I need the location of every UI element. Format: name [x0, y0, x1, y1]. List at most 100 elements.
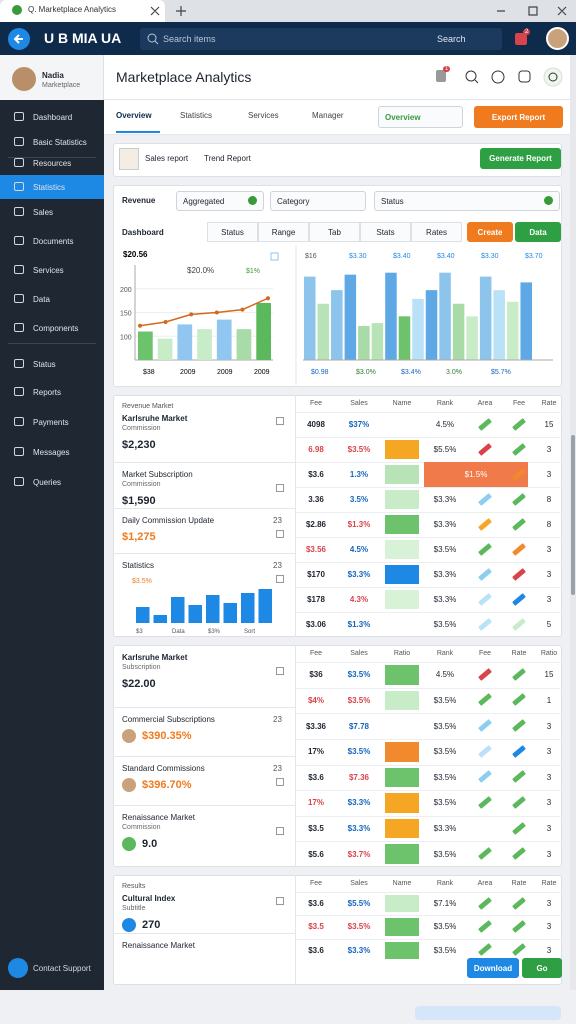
table-cell: 4.3%	[349, 595, 369, 604]
status-block	[385, 590, 419, 609]
browser-controls	[150, 6, 567, 16]
nav-item[interactable]: Services	[33, 265, 64, 275]
nav-item[interactable]: Dashboard	[33, 112, 73, 122]
table-cell: $3.7%	[347, 849, 371, 859]
tab[interactable]: Overview	[116, 111, 152, 120]
create-button[interactable]: Create	[467, 222, 513, 242]
nav-item[interactable]: Components	[33, 323, 79, 333]
card-value: $2,230	[122, 439, 156, 451]
checkbox[interactable]	[276, 530, 284, 538]
table-cell: $3.5%	[433, 545, 457, 554]
search-box[interactable]	[140, 28, 502, 50]
card-subtitle: Commission	[122, 481, 161, 488]
tab[interactable]: Services	[248, 111, 279, 120]
checkbox[interactable]	[276, 667, 284, 675]
panel-tab[interactable]: Tab	[309, 222, 360, 242]
checkbox[interactable]	[276, 827, 284, 835]
notification-icon[interactable]	[515, 33, 527, 45]
checkbox[interactable]	[276, 417, 284, 425]
back-icon	[13, 34, 23, 44]
panel-tab[interactable]: Rates	[411, 222, 462, 242]
table-cell: 5	[546, 620, 552, 629]
data-button[interactable]: Data	[515, 222, 561, 242]
status-block	[385, 793, 419, 813]
status-block	[385, 565, 419, 584]
bar	[236, 329, 252, 360]
table-cell: $170	[307, 570, 325, 579]
panel-tab[interactable]: Status	[207, 222, 258, 242]
table-cell: $178	[307, 595, 325, 604]
checkbox[interactable]	[276, 484, 284, 492]
scroll-thumb[interactable]	[571, 435, 575, 595]
filter-select[interactable]: Status	[374, 191, 560, 211]
table-cell: $3.5%	[347, 695, 371, 705]
panel-tab[interactable]: Stats	[360, 222, 411, 242]
nav-item[interactable]: Messages	[33, 447, 70, 457]
status-block	[385, 440, 419, 459]
bell-icon[interactable]	[436, 70, 446, 82]
table-cell: $1.3%	[347, 620, 371, 629]
section-divider	[295, 875, 296, 985]
nav-item[interactable]: Statistics	[33, 182, 66, 192]
bar	[258, 589, 272, 623]
table-cell: $3.5%	[433, 747, 457, 757]
nav-icon	[14, 477, 24, 486]
filter-select[interactable]: Category	[270, 191, 366, 211]
checkbox[interactable]	[276, 778, 284, 786]
view-select[interactable]: Overview	[378, 106, 463, 128]
nav-item[interactable]: Basic Statistics	[33, 137, 87, 147]
nav-item[interactable]: Queries	[33, 477, 62, 487]
table-cell: $3.3%	[347, 570, 371, 579]
panel-tab[interactable]: Range	[258, 222, 309, 242]
table-cell: 4098	[307, 420, 325, 429]
nav-icon	[14, 112, 24, 121]
nav-item[interactable]: Reports	[33, 387, 62, 397]
table-cell: 3	[546, 570, 552, 579]
table-cell: 3	[546, 545, 552, 554]
nav-item[interactable]: Payments	[33, 417, 69, 427]
table-cell: $3.3%	[433, 595, 457, 604]
action-button[interactable]: Go	[522, 958, 562, 978]
table-cell: $7.78	[348, 721, 370, 731]
tab[interactable]: Manager	[312, 111, 344, 120]
status-block	[385, 844, 419, 864]
action-button[interactable]: Download	[467, 958, 519, 978]
x-tick-label: Sort	[244, 629, 255, 635]
sidebar-footer[interactable]: Contact Support	[33, 964, 91, 973]
export-button[interactable]: Export Report	[474, 106, 563, 128]
table-cell: $36	[309, 670, 323, 680]
nav-item[interactable]: Status	[33, 359, 56, 369]
tab[interactable]: Statistics	[180, 111, 213, 120]
table-cell: $3.5%	[433, 695, 457, 705]
table-header: Rank	[436, 400, 454, 407]
y-tick-label: 150	[120, 311, 132, 318]
nav-item[interactable]: Resources	[33, 158, 72, 168]
user-avatar[interactable]	[546, 27, 569, 50]
checkbox[interactable]	[276, 575, 284, 583]
nav-icon	[14, 158, 24, 167]
bottom-label: $0.98	[311, 369, 329, 376]
chart-note: $1%	[246, 268, 260, 275]
row-line	[296, 512, 562, 513]
table-header: Fee	[309, 400, 323, 407]
chart-title: $20.56	[123, 250, 148, 259]
bar	[157, 338, 173, 360]
search-button[interactable]: Search	[437, 34, 466, 44]
card-count: 23	[273, 516, 282, 525]
chart-note: $20.0%	[187, 266, 214, 275]
line-point	[163, 320, 168, 324]
x-tick-label: Data	[172, 629, 185, 635]
checkbox[interactable]	[276, 897, 284, 905]
card-value: $396.70%	[142, 779, 192, 791]
tab-underline	[116, 131, 160, 133]
nav-item[interactable]: Data	[33, 294, 50, 304]
nav-item[interactable]: Sales	[33, 207, 54, 217]
generate-button[interactable]: Generate Report	[480, 148, 561, 169]
nav-item[interactable]: Documents	[33, 236, 74, 246]
bell-badge: 1	[443, 66, 451, 72]
nav-divider	[8, 343, 96, 344]
filter-select[interactable]: Aggregated	[176, 191, 264, 211]
chart-note: $3.5%	[132, 578, 152, 585]
browser-tab[interactable]	[0, 0, 165, 22]
